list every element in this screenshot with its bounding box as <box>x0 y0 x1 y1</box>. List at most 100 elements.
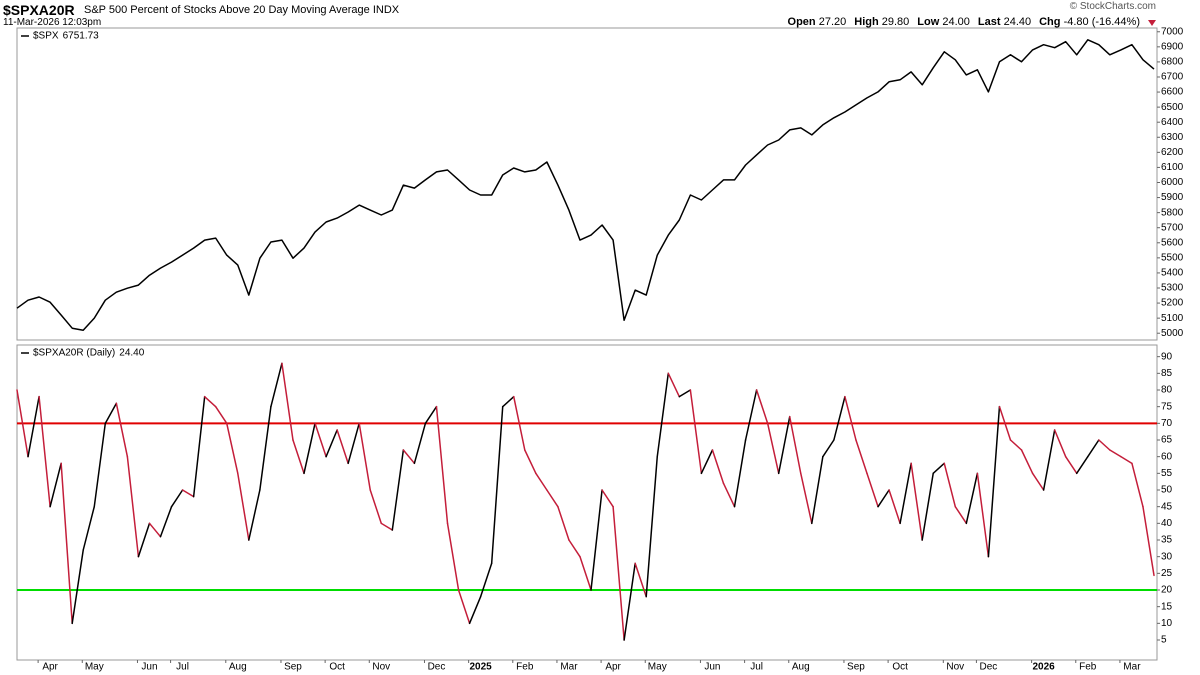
line-segment <box>1075 455 1089 475</box>
y-tick-label: 6700 <box>1161 72 1184 83</box>
legend-last: 6751.73 <box>63 31 100 42</box>
legend-last: 24.40 <box>119 348 144 359</box>
line-segment <box>126 455 140 558</box>
y-tick-label: 6100 <box>1161 162 1184 173</box>
line-segment <box>910 462 923 541</box>
y-tick-label: 55 <box>1161 468 1173 479</box>
line-segment <box>82 505 96 551</box>
line-segment <box>446 522 460 591</box>
y-tick-label: 30 <box>1161 551 1173 562</box>
line-segment <box>170 489 184 508</box>
y-tick-label: 40 <box>1161 518 1173 529</box>
line-segment <box>568 539 581 558</box>
line-segment <box>1064 455 1078 475</box>
line-segment <box>1042 429 1056 491</box>
line-segment <box>822 439 835 458</box>
x-tick-label: Jul <box>750 662 763 673</box>
line-segment <box>888 489 901 525</box>
line-segment <box>457 589 471 625</box>
description: S&P 500 Percent of Stocks Above 20 Day M… <box>84 4 399 16</box>
panel-frame <box>16 344 1158 661</box>
line-segment <box>27 395 40 458</box>
line-segment <box>998 405 1012 441</box>
line-segment <box>237 472 250 541</box>
x-tick-label: Aug <box>792 662 810 673</box>
line-segment <box>733 439 747 508</box>
line-segment <box>932 462 946 475</box>
exchange: INDX <box>372 4 400 16</box>
line-segment <box>1120 455 1133 465</box>
line-segment <box>402 449 416 465</box>
line-segment <box>336 429 349 465</box>
y-tick-label: 35 <box>1161 535 1173 546</box>
copyright: © StockCharts.com <box>1069 1 1156 12</box>
quote: Open 27.20 High 29.80 Low 24.00 Last 24.40 C… <box>788 16 1148 28</box>
line-segment <box>899 462 912 525</box>
line-segment <box>60 462 73 625</box>
line-segment <box>1087 439 1100 458</box>
y-tick-label: 5 <box>1161 635 1167 646</box>
y-tick-label: 65 <box>1161 435 1173 446</box>
line-segment <box>700 449 714 475</box>
x-tick-label: Nov <box>946 662 964 673</box>
line-segment <box>612 505 625 641</box>
y-tick-label: 5200 <box>1161 298 1184 309</box>
line-segment <box>49 462 62 508</box>
line-segment <box>590 489 603 591</box>
line-segment <box>535 472 548 491</box>
line-segment <box>777 415 791 475</box>
line-segment <box>512 395 526 451</box>
symbol: $SPXA20R <box>3 2 75 18</box>
line-segment <box>16 389 29 458</box>
y-tick-label: 10 <box>1161 618 1173 629</box>
line-segment <box>788 415 802 475</box>
panel-frame <box>16 27 1158 341</box>
line-segment <box>104 402 118 425</box>
line-segment <box>1131 462 1144 508</box>
quote-label: Low <box>917 16 940 28</box>
x-tick-label: Apr <box>42 662 58 673</box>
line-segment <box>281 362 294 441</box>
x-tick-label: Apr <box>605 662 621 673</box>
line-segment <box>546 489 559 508</box>
line-segment <box>181 489 195 498</box>
x-tick-label: Jul <box>176 662 189 673</box>
line-segment <box>844 395 857 441</box>
line-segment <box>1009 439 1023 451</box>
date: 11-Mar-2026 12:03pm <box>3 17 102 28</box>
line-segment <box>800 472 813 525</box>
x-tick-label: Mar <box>1123 662 1141 673</box>
x-tick-label: 2025 <box>470 662 493 673</box>
line-segment <box>1031 472 1045 491</box>
line-segment <box>634 562 647 598</box>
y-tick-label: 50 <box>1161 485 1173 496</box>
line-segment <box>115 402 129 458</box>
line-segment <box>137 522 151 558</box>
line-segment <box>259 405 272 491</box>
x-tick-label: Dec <box>980 662 998 673</box>
y-tick-label: 20 <box>1161 585 1173 596</box>
x-tick-label: 2026 <box>1032 662 1055 673</box>
line-segment <box>1142 505 1155 577</box>
y-tick-label: 7000 <box>1161 26 1184 37</box>
line-segment <box>689 389 703 475</box>
quote-value: -4.80 (-16.44%) <box>1063 16 1140 28</box>
line-segment <box>678 389 692 398</box>
line-segment <box>524 449 537 475</box>
line-segment <box>921 472 934 541</box>
y-tick-label: 6000 <box>1161 177 1184 188</box>
line-segment <box>855 439 868 475</box>
line-segment <box>1053 429 1067 458</box>
line-segment <box>468 595 482 625</box>
y-tick-label: 80 <box>1161 385 1173 396</box>
y-tick-label: 6400 <box>1161 117 1184 128</box>
quote-value: 29.80 <box>881 16 910 28</box>
line-segment <box>270 362 283 408</box>
x-tick-label: Sep <box>847 662 865 673</box>
y-tick-label: 5700 <box>1161 222 1184 233</box>
line-segment <box>755 389 769 425</box>
y-tick-label: 85 <box>1161 368 1173 379</box>
line-segment <box>943 462 957 508</box>
quote-label: Chg <box>1039 16 1061 28</box>
